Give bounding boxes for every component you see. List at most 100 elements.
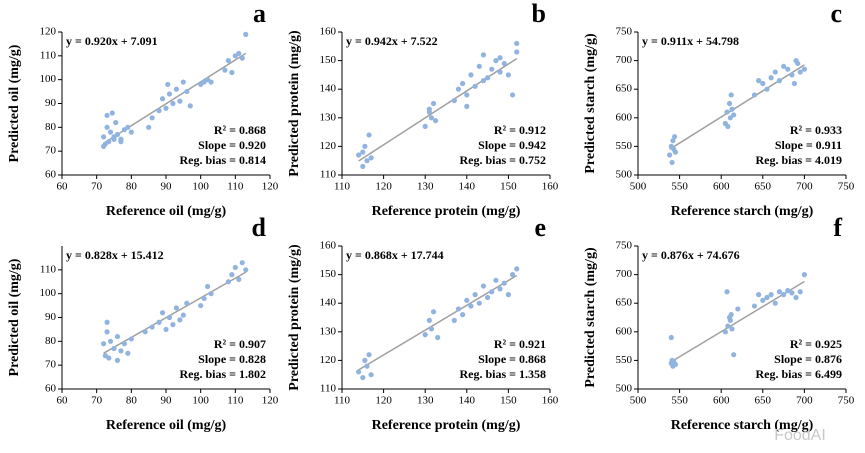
data-point — [166, 91, 173, 97]
y-tick-label: 600 — [616, 111, 633, 123]
data-point — [760, 297, 766, 303]
data-point — [428, 326, 435, 332]
data-point — [121, 341, 127, 347]
data-point — [509, 272, 516, 278]
data-point — [451, 317, 457, 323]
data-point — [422, 332, 428, 338]
x-axis-label: Reference protein (mg/g) — [372, 418, 521, 433]
y-axis-label: Predicted oil (mg/g) — [7, 44, 22, 162]
y-tick-label: 70 — [45, 359, 57, 371]
panel-label: b — [532, 0, 546, 28]
x-tick-label: 160 — [542, 395, 559, 407]
data-point — [159, 96, 166, 102]
data-point — [455, 306, 462, 312]
y-tick-label: 80 — [45, 121, 57, 133]
x-tick-label: 110 — [334, 395, 351, 407]
y-tick-label: 140 — [320, 297, 337, 309]
data-point — [362, 357, 368, 363]
y-axis-label: Predicted oil (mg/g) — [7, 258, 22, 376]
data-point — [668, 143, 674, 149]
y-tick-label: 60 — [45, 383, 57, 395]
data-point — [751, 92, 758, 98]
data-point — [422, 123, 428, 129]
y-tick-label: 650 — [616, 83, 633, 95]
data-point — [368, 155, 374, 161]
data-point — [505, 292, 511, 298]
data-point — [768, 75, 774, 81]
x-tick-label: 600 — [713, 395, 730, 407]
data-point — [776, 78, 783, 84]
data-point — [728, 92, 734, 98]
data-point — [149, 324, 155, 330]
data-point — [480, 52, 487, 58]
x-tick-label: 110 — [227, 395, 244, 407]
data-point — [156, 108, 162, 114]
x-tick-label: 100 — [192, 181, 209, 193]
stat-text: Slope = 0.828 — [198, 352, 266, 366]
data-point — [756, 78, 762, 84]
data-point — [476, 300, 482, 306]
y-tick-label: 750 — [616, 240, 633, 252]
x-axis-label: Reference starch (mg/g) — [671, 204, 814, 219]
y-tick-label: 110 — [320, 169, 337, 181]
data-point — [764, 86, 770, 92]
data-point — [149, 115, 155, 121]
stat-text: Reg. bias = 0.752 — [459, 153, 546, 167]
data-point — [146, 124, 152, 130]
data-point — [187, 103, 193, 109]
data-point — [476, 63, 482, 69]
data-point — [468, 72, 474, 78]
y-tick-label: 80 — [45, 335, 57, 347]
data-point — [460, 80, 466, 87]
x-tick-label: 110 — [334, 181, 351, 193]
panel-label: e — [534, 213, 546, 242]
x-tick-label: 140 — [459, 181, 476, 193]
data-point — [501, 280, 507, 286]
y-tick-label: 650 — [616, 297, 633, 309]
data-point — [104, 319, 110, 325]
data-point — [485, 294, 491, 301]
y-tick-label: 150 — [320, 54, 337, 66]
equation: y = 0.920x + 7.091 — [66, 34, 158, 48]
data-point — [225, 279, 231, 285]
stat-text: Slope = 0.920 — [198, 138, 266, 152]
panel-label: a — [253, 0, 266, 28]
data-point — [236, 276, 242, 282]
data-point — [104, 124, 110, 130]
data-point — [364, 158, 370, 164]
data-point — [493, 277, 499, 283]
data-point — [497, 286, 503, 292]
y-tick-label: 500 — [616, 169, 633, 181]
y-tick-label: 110 — [320, 383, 337, 395]
y-tick-label: 700 — [616, 54, 633, 66]
data-point — [173, 86, 179, 92]
data-point — [776, 289, 783, 295]
x-tick-label: 500 — [630, 181, 647, 193]
x-tick-label: 550 — [671, 395, 688, 407]
data-point — [514, 49, 520, 55]
data-point — [668, 334, 674, 341]
x-tick-label: 140 — [459, 395, 476, 407]
data-point — [125, 350, 131, 356]
data-point — [102, 141, 108, 147]
x-tick-label: 60 — [57, 181, 69, 193]
data-point — [163, 326, 169, 333]
data-point — [229, 69, 235, 76]
y-tick-label: 90 — [45, 97, 57, 109]
data-point — [670, 138, 676, 144]
data-point — [764, 294, 770, 301]
y-tick-label: 550 — [616, 354, 633, 366]
data-point — [793, 58, 799, 64]
data-point — [472, 83, 478, 89]
data-point — [772, 69, 778, 75]
stat-text: Reg. bias = 1.358 — [459, 367, 546, 381]
y-tick-label: 60 — [45, 169, 57, 181]
data-point — [668, 360, 674, 366]
data-point — [480, 283, 487, 289]
data-point — [243, 31, 249, 37]
data-point — [366, 132, 372, 138]
data-point — [756, 292, 762, 298]
stat-text: R² = 0.921 — [494, 337, 546, 351]
data-point — [468, 303, 474, 309]
data-point — [493, 58, 499, 64]
